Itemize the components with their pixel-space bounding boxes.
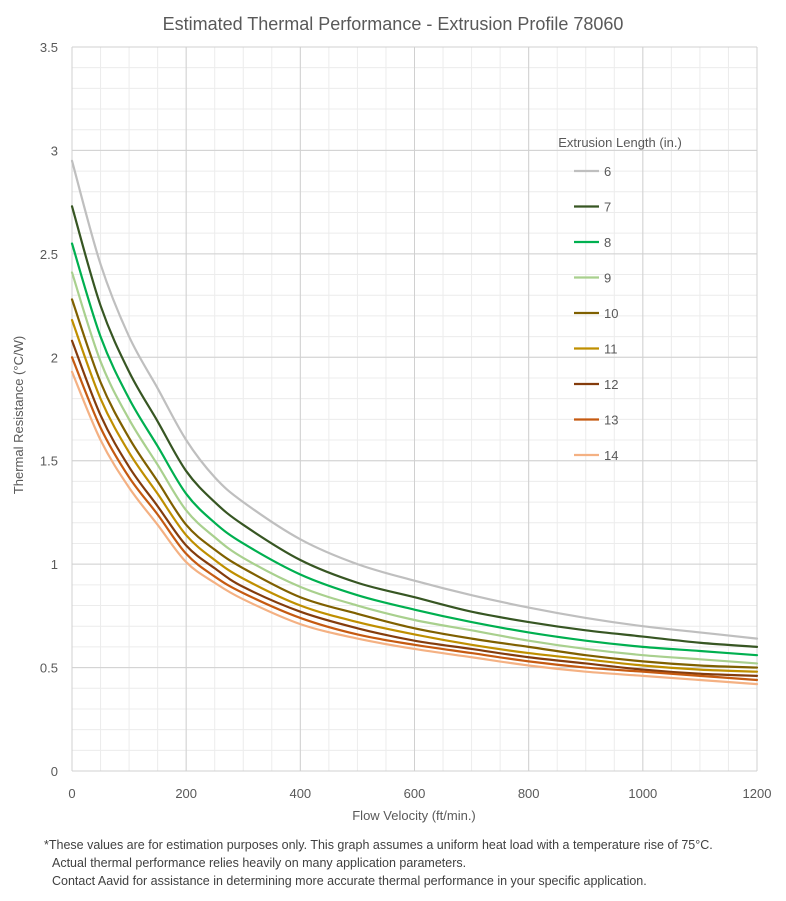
- x-axis-label: Flow Velocity (ft/min.): [352, 808, 476, 823]
- chart-title: Estimated Thermal Performance - Extrusio…: [163, 14, 624, 34]
- footnote-line-3: Contact Aavid for assistance in determin…: [52, 874, 647, 888]
- legend-label-14: 14: [604, 448, 618, 463]
- y-tick-label: 1: [51, 557, 58, 572]
- x-tick-label: 800: [518, 786, 540, 801]
- y-tick-label: 3: [51, 143, 58, 158]
- x-tick-label: 600: [404, 786, 426, 801]
- major-gridlines: [71, 46, 758, 772]
- series-line-6: [70, 159, 759, 640]
- series-line-10: [70, 298, 759, 669]
- y-axis-label: Thermal Resistance (°C/W): [11, 336, 26, 494]
- series-lines: [70, 159, 759, 686]
- legend-label-13: 13: [604, 413, 618, 428]
- legend-label-7: 7: [604, 200, 611, 215]
- footnote-line-1: *These values are for estimation purpose…: [44, 838, 713, 852]
- x-tick-label: 200: [175, 786, 197, 801]
- legend-label-8: 8: [604, 235, 611, 250]
- legend-label-10: 10: [604, 306, 618, 321]
- y-tick-label: 2.5: [40, 247, 58, 262]
- footnote: *These values are for estimation purpose…: [44, 836, 779, 890]
- legend-label-9: 9: [604, 271, 611, 286]
- y-tick-label: 2: [51, 350, 58, 365]
- axis-tick-labels: 0 200 400 600 800 1000 1200 0 0.5 1 1.5 2 2.5 3 3.5: [40, 40, 772, 801]
- y-tick-label: 3.5: [40, 40, 58, 55]
- legend-label-12: 12: [604, 377, 618, 392]
- legend-title: Extrusion Length (in.): [558, 135, 682, 150]
- y-tick-label: 0: [51, 764, 58, 779]
- legend-label-6: 6: [604, 164, 611, 179]
- series-line-9: [70, 271, 759, 665]
- x-tick-label: 400: [289, 786, 311, 801]
- y-tick-label: 1.5: [40, 454, 58, 469]
- series-line-14: [70, 370, 759, 686]
- series-line-8: [70, 242, 759, 657]
- series-line-11: [70, 318, 759, 673]
- series-line-12: [70, 339, 759, 677]
- footnote-line-2: Actual thermal performance relies heavil…: [52, 856, 467, 870]
- legend: Extrusion Length (in.) 6 7 8 9 10 11 12 13 14: [558, 135, 682, 463]
- series-line-7: [70, 205, 759, 648]
- series-line-13: [70, 356, 759, 682]
- legend-label-11: 11: [604, 342, 618, 357]
- x-tick-label: 0: [68, 786, 75, 801]
- y-tick-label: 0.5: [40, 661, 58, 676]
- x-tick-label: 1000: [628, 786, 657, 801]
- x-tick-label: 1200: [743, 786, 772, 801]
